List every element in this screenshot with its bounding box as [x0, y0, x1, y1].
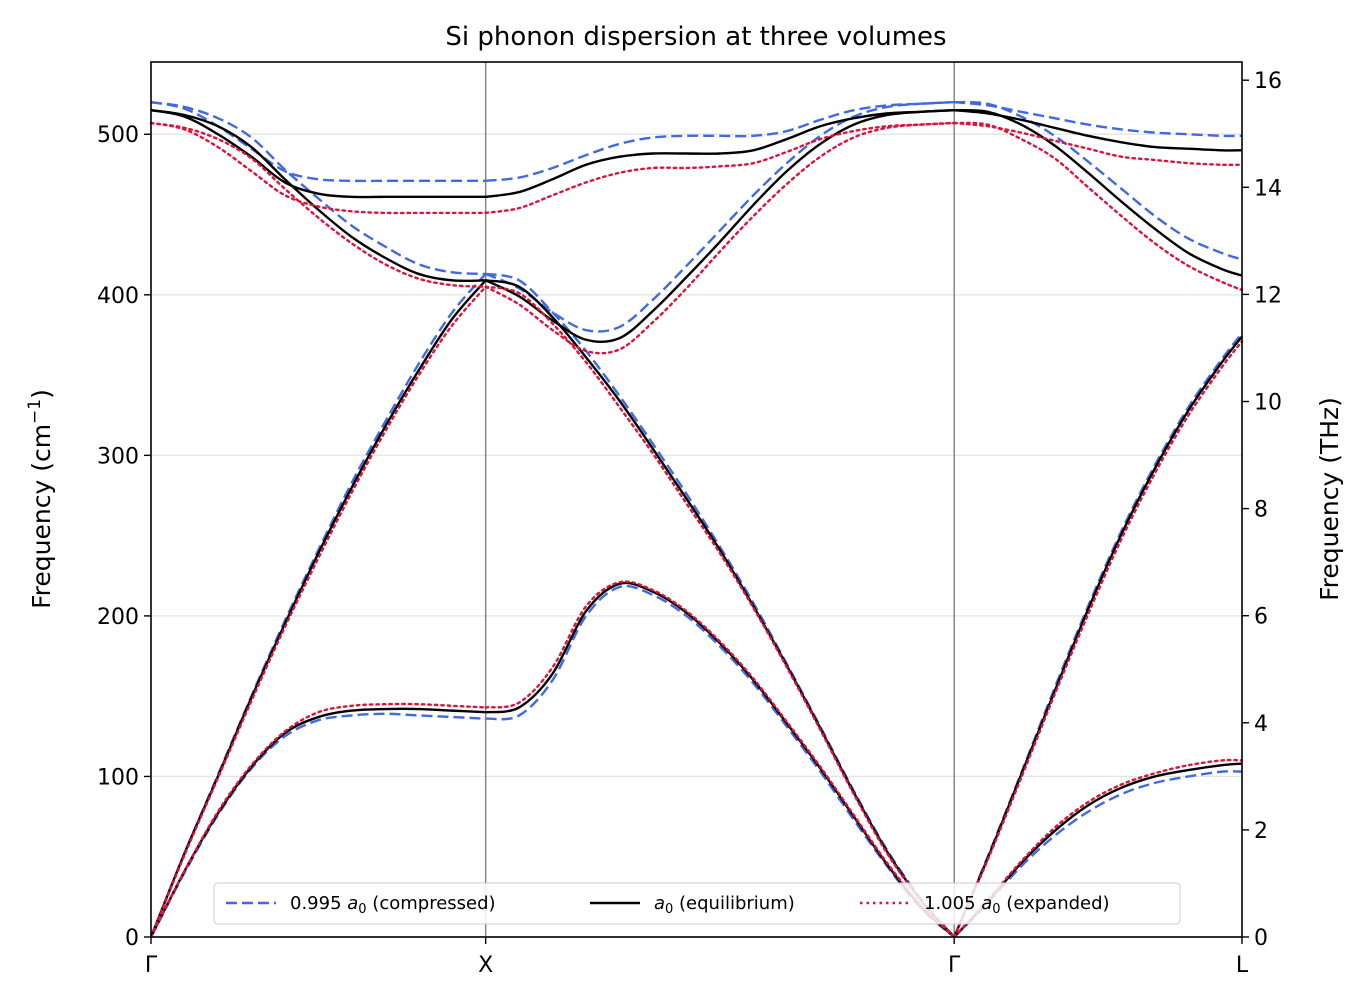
branch-ta-segment: [952, 758, 1244, 939]
legend-symbol: a: [347, 893, 358, 914]
legend-suffix: (expanded): [1001, 893, 1110, 914]
branch-lo-segment: [485, 108, 955, 344]
y2-tick-label: 6: [1254, 605, 1268, 630]
legend-subscript: 0: [665, 902, 673, 917]
y-tick-label: 100: [97, 765, 139, 790]
y2-tick-label: 4: [1254, 712, 1268, 737]
legend-symbol: a: [654, 893, 665, 914]
legend: 0.995 a0 (compressed) a0 (equilibrium) 1.0…: [213, 882, 1181, 925]
branch-ta-segment: [484, 580, 956, 939]
branch-ta-segment: [485, 581, 955, 938]
branch-to-segment: [149, 121, 487, 215]
x-tick-label: L: [1236, 953, 1249, 978]
y2-tick-label: 2: [1254, 819, 1268, 844]
branch-to-segment: [952, 121, 1244, 167]
left-axis-ticks: 0 100 200 300 400 500: [97, 123, 151, 951]
y-tick-label: 0: [125, 926, 139, 951]
series-1: [149, 100, 1243, 938]
y2-tick-label: 0: [1254, 926, 1268, 951]
x-tick-label: Γ: [145, 953, 158, 978]
y2-tick-label: 12: [1254, 283, 1282, 308]
branch-lo-segment: [485, 100, 955, 333]
y2-tick-label: 8: [1254, 498, 1268, 523]
legend-scale-factor: 1.005: [924, 893, 981, 914]
legend-symbol: a: [981, 893, 992, 914]
series-3: [149, 121, 1244, 939]
branch-lo-segment: [149, 121, 487, 288]
branch-la-segment: [952, 340, 1244, 939]
branch-to-segment: [954, 108, 1243, 152]
y-tick-label: 500: [97, 123, 139, 148]
branch-lo-segment: [150, 108, 486, 283]
plot-frame: [150, 61, 1243, 938]
branch-to-segment: [485, 108, 955, 199]
legend-frame: [213, 882, 1181, 925]
branch-to-segment: [150, 100, 486, 183]
legend-suffix: (equilibrium): [673, 893, 794, 914]
y-tick-label: 300: [97, 444, 139, 469]
legend-label: 1.005 a0 (expanded): [924, 893, 1110, 917]
right-axis-ticks: 0 2 4 6 8 10 12 14 16: [1242, 69, 1282, 951]
high-symmetry-lines: [484, 62, 955, 937]
branch-lo-segment: [150, 100, 486, 276]
legend-suffix: (compressed): [367, 893, 496, 914]
branch-lo-segment: [952, 121, 1244, 292]
y-axis-label-close: ): [27, 389, 56, 399]
x-tick-label: X: [478, 953, 493, 978]
y2-axis-label: Frequency (THz): [1315, 397, 1344, 601]
branch-lo-segment: [484, 121, 956, 355]
legend-subscript: 0: [358, 902, 366, 917]
branch-la-segment: [149, 285, 487, 939]
branch-to-segment: [150, 108, 486, 199]
branch-to-segment: [954, 100, 1243, 138]
branch-to-segment: [485, 100, 955, 183]
x-tick-label: Γ: [948, 953, 961, 978]
legend-label: 0.995 a0 (compressed): [290, 893, 496, 917]
branch-la-segment: [484, 285, 956, 939]
y2-tick-label: 14: [1254, 176, 1282, 201]
y-axis-label: Frequency (cm−1): [25, 389, 56, 609]
branch-to-segment: [484, 121, 956, 215]
branch-ta-segment: [149, 702, 487, 939]
branch-ta-segment: [149, 712, 486, 938]
chart-title: Si phonon dispersion at three volumes: [445, 22, 946, 52]
legend-scale-factor: 0.995: [290, 893, 347, 914]
y2-tick-label: 16: [1254, 69, 1282, 94]
y-tick-label: 400: [97, 284, 139, 309]
y2-tick-label: 10: [1254, 391, 1282, 416]
y-axis-label-exponent: −1: [25, 399, 45, 424]
legend-subscript: 0: [992, 902, 1000, 917]
branch-la-segment: [953, 335, 1243, 938]
y-tick-label: 200: [97, 605, 139, 630]
legend-label: a0 (equilibrium): [654, 893, 795, 917]
series-layer: [149, 100, 1244, 939]
y-axis-label-main: Frequency (cm: [27, 424, 56, 609]
